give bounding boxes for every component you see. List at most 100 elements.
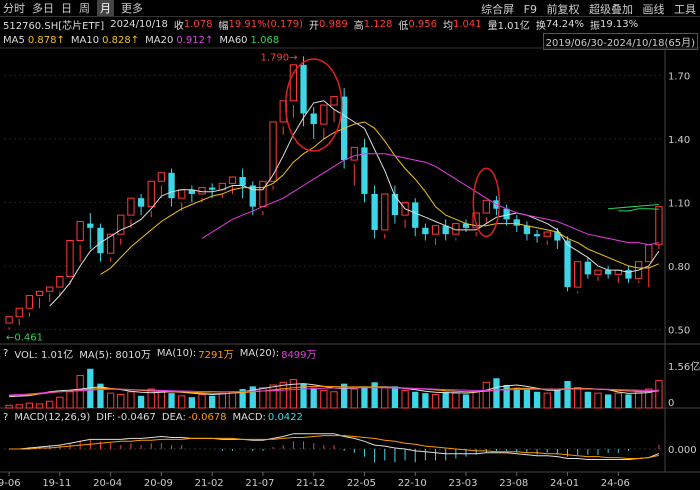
candle-body — [381, 193, 389, 231]
ma5-label: MA5 — [3, 34, 25, 46]
macd-value: 0.0422 — [267, 411, 303, 423]
volume-bar — [259, 387, 267, 409]
candle-body — [310, 113, 317, 125]
volume-bar — [178, 395, 186, 409]
volume-bar — [554, 390, 561, 408]
volume-bar — [482, 381, 490, 409]
candle-body — [614, 269, 622, 275]
super-overlay-button[interactable]: 超级叠加 — [589, 3, 633, 16]
volume-bar — [381, 387, 389, 409]
candle-body — [127, 197, 135, 216]
volume-bar — [431, 393, 440, 409]
turnover-label: 换 — [535, 20, 546, 32]
volume-bar — [614, 392, 622, 409]
volume-bar — [15, 404, 23, 409]
forward-adjust-button[interactable]: 前复权 — [546, 3, 580, 16]
low-value: 0.956 — [408, 18, 437, 30]
candle-body — [543, 231, 551, 237]
macd-help-icon[interactable]: ? — [3, 411, 9, 423]
candle-body — [564, 240, 571, 288]
macd-tick-label: 0.000 — [668, 445, 697, 456]
candle-body — [503, 208, 510, 220]
volume-bar — [645, 388, 653, 409]
macd-value-label: MACD: — [232, 411, 266, 423]
candle-body — [341, 96, 348, 161]
candle-body — [76, 220, 84, 242]
volume-bar — [493, 378, 500, 408]
candle-body — [594, 269, 602, 275]
tab-day[interactable]: 日 — [61, 2, 72, 15]
volume-bar — [117, 393, 125, 409]
x-tick-label: 22-05 — [347, 478, 376, 489]
volume-bar — [310, 387, 317, 408]
candle-body — [431, 225, 440, 235]
candle-body — [279, 100, 287, 123]
high-price-annotation: 1.790→ — [261, 52, 298, 63]
composite-screen-button[interactable]: 综合屏 — [481, 3, 515, 16]
date-range-box[interactable]: 2019/06/30-2024/10/18(65月) — [542, 33, 698, 50]
toolbar-right: 综合屏 F9 前复权 超级叠加 画线 工具 — [475, 1, 696, 16]
trend-line — [608, 204, 659, 210]
volume-bar — [127, 391, 135, 409]
tab-month[interactable]: 月 — [97, 0, 114, 16]
volume-bar — [472, 391, 480, 409]
volume-ma20-value: 8499万 — [281, 349, 317, 361]
volume-ma10-label: MA(10): — [156, 347, 197, 359]
volume-bar — [209, 395, 216, 408]
tools-button[interactable]: 工具 — [674, 3, 696, 16]
volume-bar — [198, 393, 206, 409]
close-value: 1.078 — [183, 18, 213, 30]
candle-body — [493, 200, 500, 209]
volume-bar — [543, 392, 551, 409]
draw-line-button[interactable]: 画线 — [642, 3, 665, 16]
volume-bar — [137, 395, 145, 408]
date-range-text: 2019/06/30-2024/10/18(65月) — [545, 38, 695, 49]
volume-bar — [655, 380, 663, 409]
candle-body — [25, 295, 34, 309]
volume-info-bar: ? VOL: 1.01亿 MA(5): 8010万 MA(10): 7291万 … — [0, 346, 700, 361]
candle-body — [320, 104, 328, 125]
tab-more[interactable]: 更多 — [121, 2, 143, 15]
ma60-value: 1.068 — [250, 34, 280, 46]
price-tick-label: 1.40 — [668, 135, 690, 146]
volume-bar — [605, 394, 612, 408]
open-label: 开 — [309, 20, 320, 32]
tab-multiday[interactable]: 多日 — [32, 2, 54, 15]
candle-body — [300, 64, 307, 114]
ma10-line — [100, 121, 660, 275]
candle-body — [117, 214, 125, 235]
volume-bar — [371, 382, 378, 408]
volume-ma10-value: 7291万 — [198, 349, 234, 361]
dea-label: DEA: — [161, 411, 186, 423]
candle-body — [645, 244, 653, 263]
candle-body — [452, 223, 460, 235]
volume-value-label: VOL: 1.01亿 — [14, 349, 74, 361]
volume-bar — [350, 388, 358, 409]
ma10-label: MA10 — [70, 34, 100, 46]
ma-legend-bar: MA5 0.878 ↑ MA10 0.828 ↑ MA20 0.912 ↑ MA… — [0, 32, 700, 48]
candle-body — [605, 270, 612, 275]
tab-intraday[interactable]: 分时 — [3, 2, 25, 15]
volume-bar — [320, 389, 328, 409]
candle-body — [422, 227, 429, 235]
price-tick-label: 0.50 — [668, 325, 690, 336]
x-tick-label: 20-09 — [144, 478, 173, 489]
volume-help-icon[interactable]: ? — [3, 347, 9, 359]
x-tick-label: 23-08 — [499, 478, 528, 489]
volume-bar — [249, 386, 256, 408]
change-value: 19.91%(0.179) — [228, 18, 304, 30]
candle-body — [198, 187, 206, 195]
volume-bar — [279, 381, 287, 409]
volume-bar — [594, 392, 602, 409]
volume-ma5: MA(5): 8010万 — [79, 349, 151, 361]
amplitude-value: 19.13% — [600, 18, 639, 30]
candle-body — [523, 225, 531, 235]
volume-bar — [157, 389, 166, 409]
candle-body — [228, 176, 237, 184]
f9-button[interactable]: F9 — [523, 3, 537, 16]
tab-week[interactable]: 周 — [79, 2, 90, 15]
price-tick-label: 1.70 — [668, 71, 690, 82]
volume-bar — [25, 402, 34, 409]
volume-bar — [228, 391, 237, 409]
candle-body — [87, 223, 94, 228]
